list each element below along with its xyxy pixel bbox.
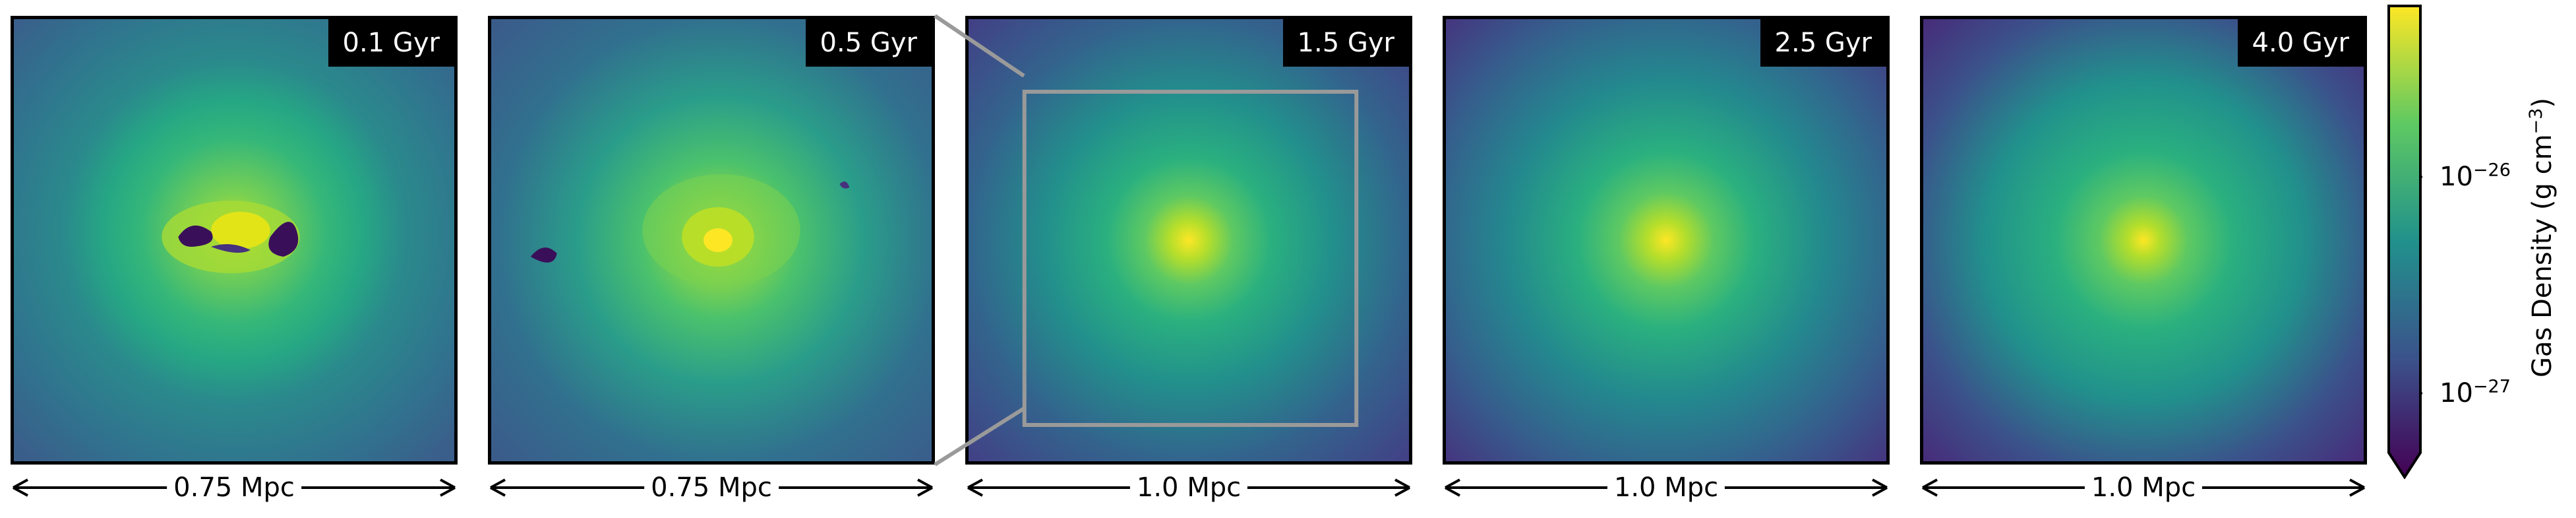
density-map-1	[14, 19, 454, 461]
scale-label: 1.0 Mpc	[2084, 471, 2203, 504]
scale-bar-2: 0.75 Mpc	[488, 471, 935, 504]
density-panel-3: 1.5 Gyr	[965, 16, 1412, 465]
density-map-3	[969, 19, 1409, 461]
density-map-2	[491, 19, 932, 461]
time-label: 1.5 Gyr	[1282, 19, 1409, 67]
scale-label: 0.75 Mpc	[167, 471, 301, 504]
scale-bar-5: 1.0 Mpc	[1920, 471, 2367, 504]
colorbar-title: Gas Density (g cm−3)	[2525, 98, 2558, 377]
scale-label: 0.75 Mpc	[644, 471, 779, 504]
time-label: 4.0 Gyr	[2237, 19, 2364, 67]
time-label: 0.1 Gyr	[328, 19, 454, 67]
colorbar-tick-2: 10−27	[2440, 376, 2511, 408]
density-panel-1: 0.1 Gyr	[11, 16, 458, 465]
scale-bar-1: 0.75 Mpc	[11, 471, 458, 504]
density-panel-4: 2.5 Gyr	[1443, 16, 1890, 465]
time-label: 2.5 Gyr	[1760, 19, 1886, 67]
density-panel-2: 0.5 Gyr	[488, 16, 935, 465]
density-panel-5: 4.0 Gyr	[1920, 16, 2367, 465]
scale-label: 1.0 Mpc	[1607, 471, 1725, 504]
colorbar	[2387, 5, 2422, 479]
scale-bar-4: 1.0 Mpc	[1443, 471, 1890, 504]
density-map-4	[1446, 19, 1886, 461]
colorbar-tick-1: 10−26	[2440, 160, 2511, 192]
zoom-box	[1022, 90, 1359, 427]
time-label: 0.5 Gyr	[805, 19, 932, 67]
density-map-5	[1923, 19, 2364, 461]
scale-label: 1.0 Mpc	[1129, 471, 1248, 504]
scale-bar-3: 1.0 Mpc	[965, 471, 1412, 504]
